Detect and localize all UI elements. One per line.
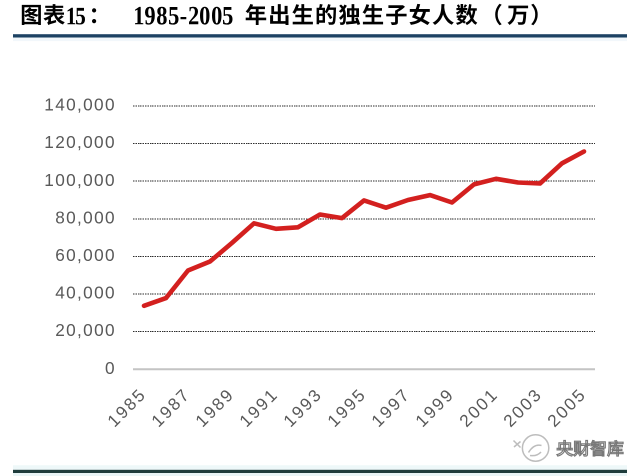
svg-text:20,000: 20,000 (55, 320, 116, 340)
svg-text:100,000: 100,000 (44, 170, 116, 190)
svg-text:80,000: 80,000 (55, 207, 116, 227)
svg-text:120,000: 120,000 (44, 132, 116, 152)
svg-text:0: 0 (105, 358, 116, 378)
svg-text:40,000: 40,000 (55, 283, 116, 303)
svg-text:140,000: 140,000 (44, 95, 116, 115)
svg-text:60,000: 60,000 (55, 245, 116, 265)
